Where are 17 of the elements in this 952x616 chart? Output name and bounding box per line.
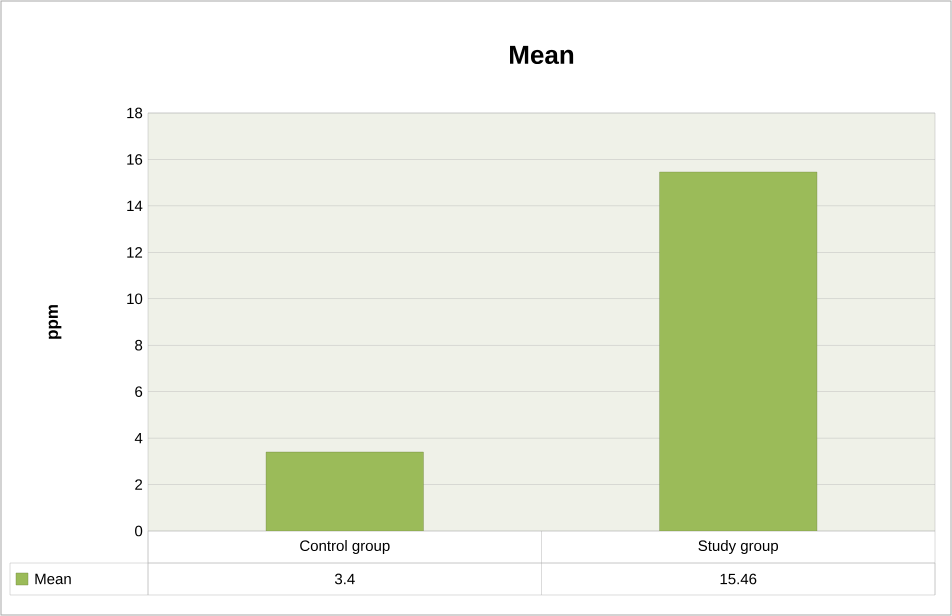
x-tick-label: Control group	[300, 540, 390, 554]
y-tick-label: 14	[127, 200, 142, 212]
chart-title: Mean	[510, 46, 574, 64]
y-tick-label: 12	[127, 247, 142, 258]
y-tick-label: 0	[135, 526, 142, 536]
y-tick-label: 16	[127, 154, 142, 165]
y-axis-title: ppm	[48, 305, 62, 339]
y-tick-label: 18	[127, 108, 142, 118]
y-tick-label: 2	[135, 479, 142, 490]
x-tick-label: Study group	[698, 540, 778, 554]
y-tick-label: 4	[134, 432, 142, 444]
data-label: 3.4	[334, 574, 355, 584]
y-tick-label: 10	[127, 293, 142, 304]
legend-label: Mean	[35, 574, 71, 584]
data-label: 15.46	[720, 574, 756, 584]
y-tick-label: 6	[135, 386, 142, 397]
y-tick-label: 8	[135, 340, 142, 351]
